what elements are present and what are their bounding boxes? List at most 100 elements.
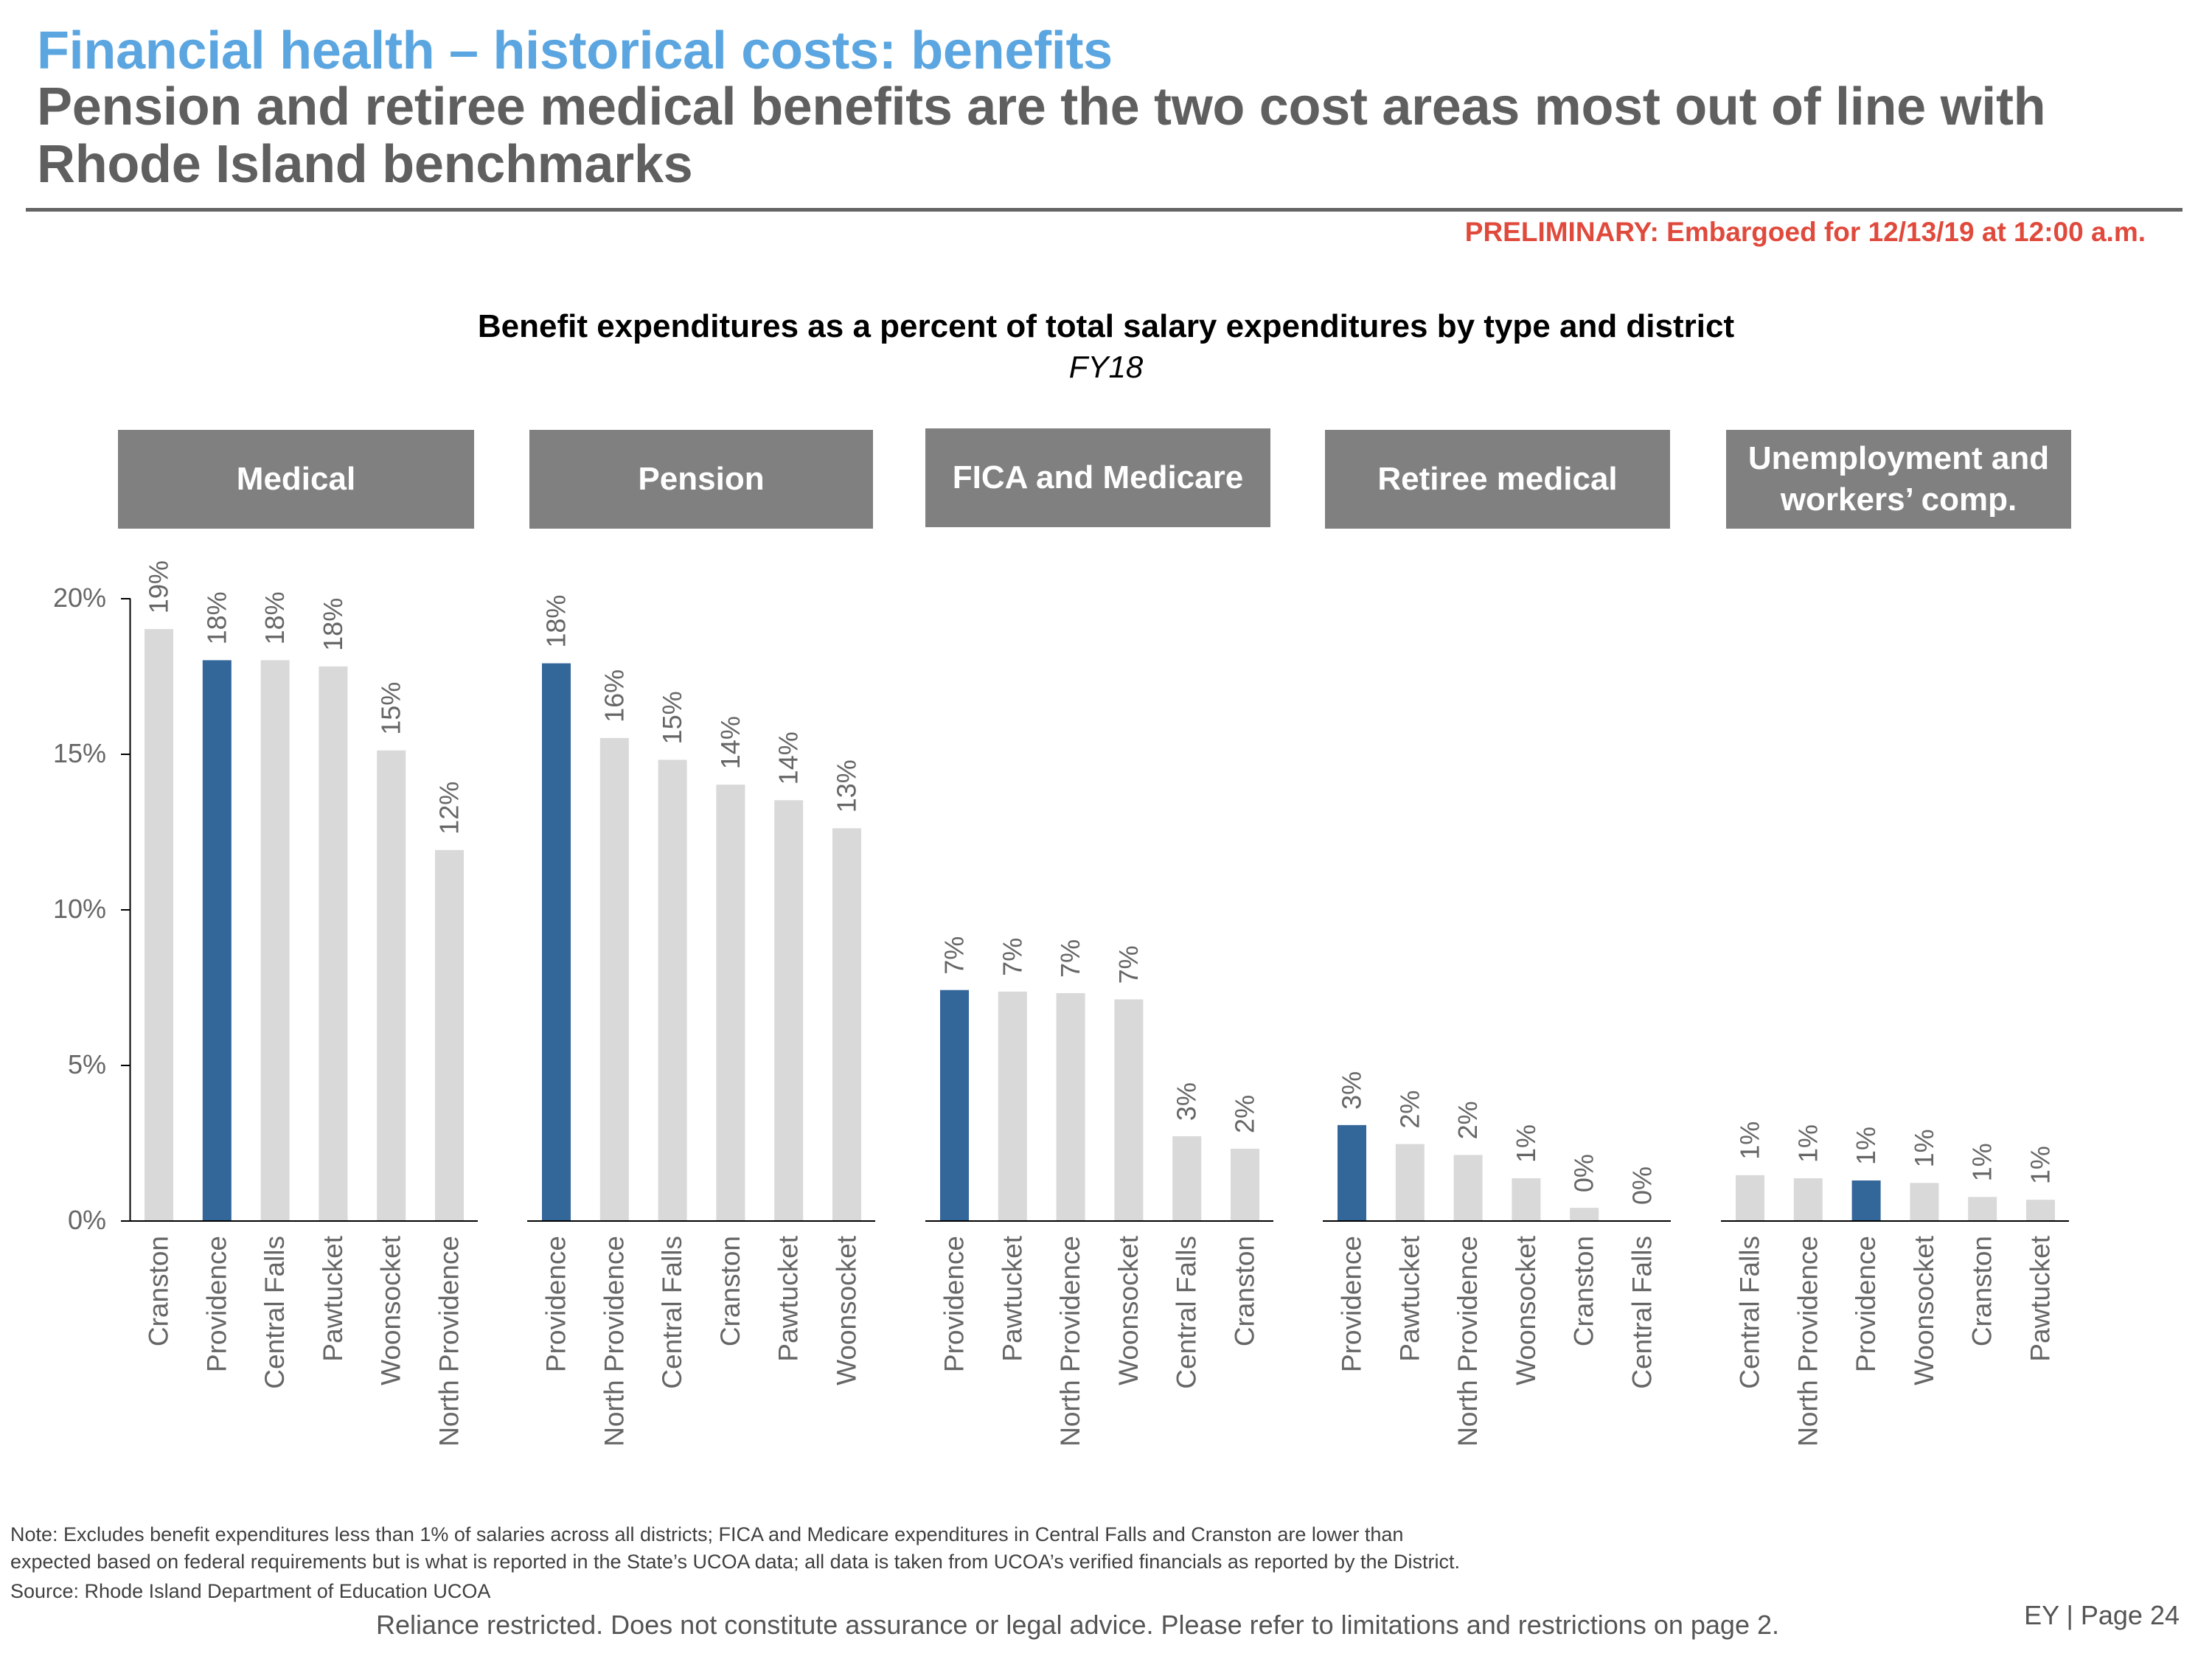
category-label: North Providence: [1792, 1236, 1823, 1447]
value-label: 16%: [599, 669, 629, 723]
value-label: 7%: [997, 938, 1027, 976]
bar-woonsocket: [832, 828, 861, 1220]
bar-north-providence: [599, 737, 629, 1220]
panel-header-retiree-medical: Retiree medical: [1325, 430, 1670, 529]
value-label: 15%: [376, 682, 406, 735]
value-label: 1%: [1511, 1124, 1541, 1163]
bar-north-providence: [1793, 1178, 1823, 1220]
y-tick-label: 5%: [67, 1049, 106, 1079]
y-tick-label: 10%: [52, 894, 106, 924]
value-label: 14%: [773, 731, 804, 785]
y-tick-label: 20%: [52, 582, 106, 613]
value-label: 7%: [1055, 939, 1085, 978]
bar-pawtucket: [2026, 1200, 2055, 1220]
section-title: Financial health – historical costs: ben…: [37, 21, 1113, 80]
bar-cranston: [1231, 1148, 1259, 1220]
value-label: 0%: [1569, 1154, 1599, 1192]
panel-header-unemployment-and-workers-comp: Unemployment and workers’ comp.: [1726, 430, 2071, 529]
category-label: Providence: [1337, 1236, 1367, 1372]
bar-providence: [940, 990, 969, 1220]
value-label: 2%: [1453, 1101, 1483, 1139]
bar-central-falls: [260, 660, 290, 1220]
value-label: 2%: [1394, 1091, 1425, 1129]
bar-central-falls: [1736, 1175, 1764, 1220]
value-label: 2%: [1230, 1095, 1260, 1133]
panel-header-line: Unemployment and: [1747, 440, 2050, 476]
value-label: 1%: [1851, 1127, 1881, 1165]
category-label: Providence: [939, 1236, 970, 1372]
category-label: Central Falls: [260, 1236, 290, 1389]
bar-cranston: [1968, 1197, 1997, 1220]
headline: Pension and retiree medical benefits are…: [37, 77, 2046, 194]
bar-north-providence: [1056, 992, 1085, 1220]
bar-woonsocket: [1910, 1183, 1939, 1220]
preliminary-notice: PRELIMINARY: Embargoed for 12/13/19 at 1…: [1464, 217, 2146, 247]
panel-header-label: Retiree medical: [1377, 461, 1618, 497]
value-label: 18%: [541, 595, 571, 648]
category-label: North Providence: [434, 1236, 465, 1447]
panel-header-line: workers’ comp.: [1780, 481, 2017, 518]
value-label: 13%: [832, 759, 862, 813]
bar-woonsocket: [1512, 1178, 1541, 1220]
category-label: North Providence: [1055, 1236, 1085, 1447]
value-label: 12%: [434, 782, 465, 835]
bar-cranston: [145, 629, 173, 1220]
bar-pawtucket: [998, 991, 1027, 1220]
category-label: Pawtucket: [2025, 1235, 2056, 1361]
value-label: 18%: [318, 598, 348, 651]
bar-cranston: [716, 785, 745, 1220]
bar-providence: [202, 660, 232, 1220]
bar-central-falls: [1172, 1136, 1202, 1220]
bar-north-providence: [435, 849, 464, 1220]
bar-north-providence: [1453, 1155, 1483, 1220]
value-label: 1%: [1909, 1129, 1939, 1167]
category-label: Woonsocket: [1113, 1235, 1144, 1385]
bar-providence: [542, 663, 571, 1220]
category-label: Cranston: [144, 1236, 174, 1346]
panel-header-label: FICA and Medicare: [952, 459, 1244, 495]
category-label: Woonsocket: [1511, 1235, 1541, 1385]
chart-subtitle: FY18: [1068, 349, 1144, 384]
bar-providence: [1851, 1180, 1881, 1220]
bar-woonsocket: [377, 750, 406, 1220]
value-label: 7%: [939, 936, 970, 975]
bar-pawtucket: [319, 666, 348, 1220]
panel-header-label: Medical: [236, 461, 356, 497]
value-label: 15%: [657, 691, 687, 744]
category-label: Providence: [201, 1236, 232, 1372]
value-label: 14%: [715, 716, 745, 769]
category-label: Central Falls: [1627, 1236, 1658, 1389]
chart-title: Benefit expenditures as a percent of tot…: [477, 308, 1735, 344]
panel-header-pension: Pension: [529, 430, 873, 529]
value-label: 3%: [1172, 1082, 1202, 1121]
category-label: Pawtucket: [1394, 1235, 1425, 1361]
note-line-2: expected based on federal requirements b…: [10, 1551, 1460, 1573]
note-line-1: Note: Excludes benefit expenditures less…: [10, 1523, 1404, 1545]
value-label: 1%: [1967, 1143, 1997, 1181]
value-label: 3%: [1337, 1071, 1367, 1110]
category-label: Pawtucket: [773, 1235, 804, 1361]
value-label: 19%: [144, 560, 174, 613]
page-number: EY | Page 24: [2024, 1600, 2180, 1630]
category-label: Central Falls: [1735, 1236, 1765, 1389]
category-label: North Providence: [599, 1236, 629, 1447]
category-label: Woonsocket: [832, 1235, 862, 1385]
category-label: North Providence: [1453, 1236, 1483, 1447]
bar-woonsocket: [1114, 999, 1144, 1220]
category-label: Cranston: [1569, 1236, 1599, 1346]
bar-providence: [1338, 1124, 1366, 1220]
category-label: Providence: [541, 1236, 571, 1372]
value-label: 18%: [201, 591, 232, 644]
category-label: Central Falls: [657, 1236, 687, 1389]
category-label: Cranston: [1230, 1236, 1260, 1346]
title-divider: [26, 208, 2183, 212]
category-label: Cranston: [715, 1236, 745, 1346]
y-tick-label: 15%: [52, 738, 106, 768]
bar-cranston: [1570, 1208, 1599, 1220]
value-label: 1%: [1792, 1124, 1823, 1163]
value-label: 7%: [1113, 945, 1144, 984]
category-label: Providence: [1851, 1236, 1881, 1372]
bar-central-falls: [658, 759, 687, 1220]
panel-header-label: Pension: [638, 461, 765, 497]
